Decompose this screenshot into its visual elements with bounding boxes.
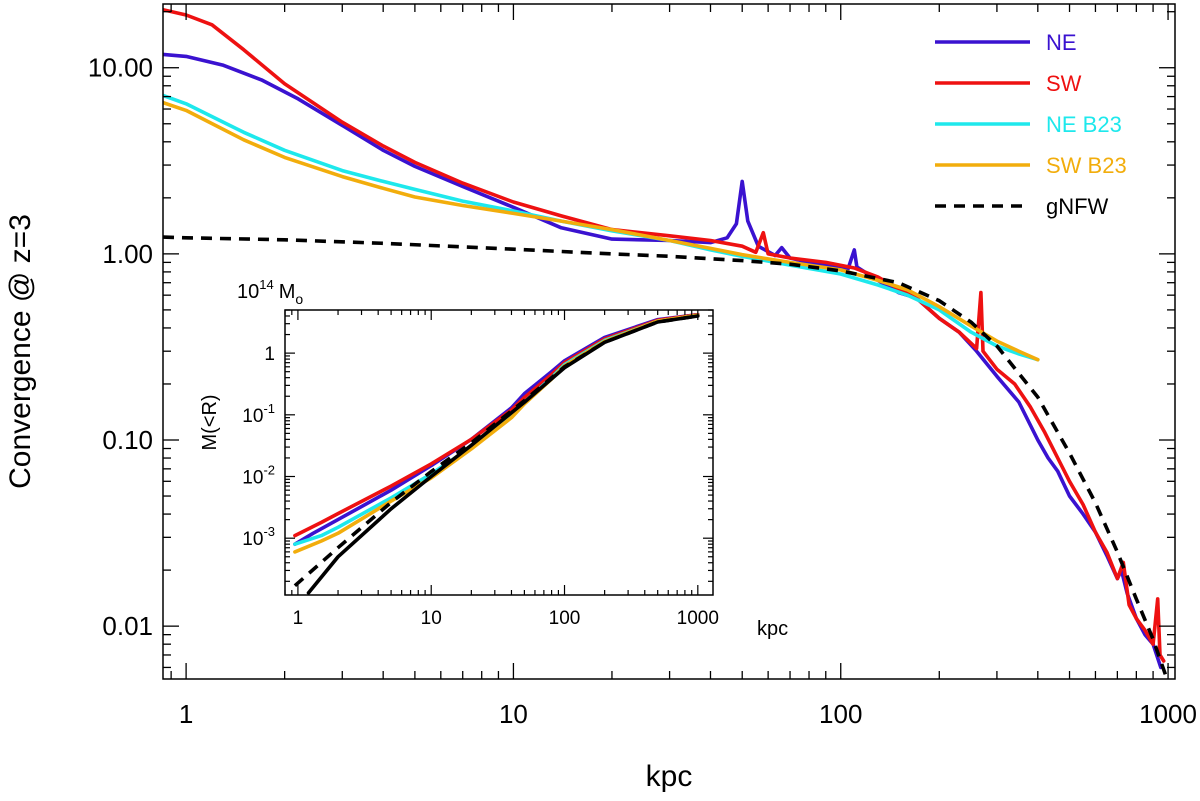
inset-title-unit: M [279,281,296,303]
x-tick-label: 10 [499,699,528,729]
legend-label: NE B23 [1046,112,1122,137]
legend-label: SW [1046,71,1082,96]
x-tick-label: 1000 [1139,699,1197,729]
inset-background [285,310,713,595]
y-axis-title: Convergence @ z=3 [4,214,37,489]
inset-y-axis-title: M(<R) [199,394,221,450]
inset-series-group [293,312,700,595]
x-axis-title: kpc [646,760,693,793]
inset-x-tick-label: 1 [293,608,304,629]
legend-item: SW [935,71,1082,96]
inset-axis-ticks: 1 10 100 1000 10-3 10-2 10-1 1 [242,309,719,629]
inset-x-tick-label: 100 [549,608,581,629]
y-tick-label: 1.00 [102,239,153,269]
legend: NE SW NE B23 SW B23 gNFW [935,30,1127,219]
legend-item: gNFW [935,194,1109,219]
inset-title: 1014 Mo [237,277,303,307]
main-series-group [163,7,1169,679]
inset-x-axis-title: kpc [757,618,788,640]
y-tick-label: 0.10 [102,425,153,455]
legend-item: NE B23 [935,112,1122,137]
inset-y-tick-label: 10-3 [242,524,275,550]
inset-y-tick-label: 10-1 [242,401,275,427]
inset-title-base: 10 [237,281,259,303]
inset-y-tick-label: 1 [264,344,275,365]
inset-x-tick-label: 1000 [677,608,719,629]
inset-title-subscript: o [295,291,303,307]
x-tick-label: 1 [179,699,193,729]
legend-label: gNFW [1046,194,1109,219]
legend-item: NE [935,30,1077,55]
main-series-sw-b23 [163,100,1040,362]
inset-y-tick-label: 10-2 [242,463,275,489]
inset-series-model-solid [306,314,700,595]
inset-title-exponent: 14 [259,277,273,292]
inset-plot-frame [284,309,714,596]
main-series-gnfw [163,235,1169,679]
y-tick-label: 0.01 [102,611,153,641]
x-tick-label: 100 [819,699,862,729]
inset-x-tick-label: 10 [421,608,442,629]
legend-label: SW B23 [1046,153,1127,178]
main-axis-ticks: 1 10 100 1000 0.01 0.10 1.00 10.00 [88,4,1197,729]
legend-label: NE [1046,30,1077,55]
y-tick-label: 10.00 [88,53,153,83]
legend-item: SW B23 [935,153,1127,178]
